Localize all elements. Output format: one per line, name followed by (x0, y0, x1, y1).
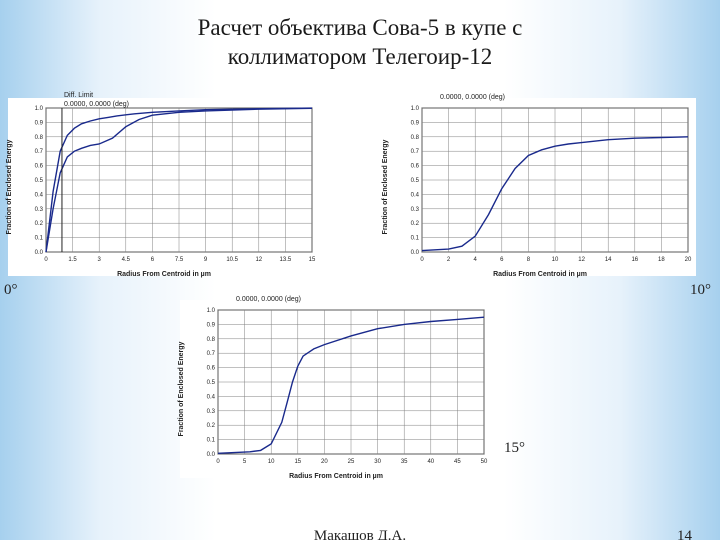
svg-text:6: 6 (151, 257, 155, 263)
svg-text:0.1: 0.1 (207, 438, 216, 444)
svg-text:0.6: 0.6 (411, 164, 420, 170)
page-number: 14 (677, 528, 692, 540)
svg-text:25: 25 (348, 459, 355, 465)
xlabel: Radius From Centroid in µm (493, 271, 587, 278)
title-line2: коллиматором Телегоир-12 (228, 44, 493, 69)
svg-text:0.9: 0.9 (411, 120, 420, 126)
svg-text:0: 0 (44, 257, 48, 263)
svg-text:0.4: 0.4 (207, 394, 216, 400)
svg-text:7.5: 7.5 (175, 257, 184, 263)
svg-text:9: 9 (204, 257, 208, 263)
svg-text:0.2: 0.2 (35, 221, 44, 227)
svg-text:15: 15 (309, 257, 316, 263)
svg-text:30: 30 (374, 459, 381, 465)
svg-text:0.8: 0.8 (35, 135, 44, 141)
svg-text:1.0: 1.0 (207, 308, 216, 314)
svg-text:0.3: 0.3 (35, 207, 44, 213)
svg-text:5: 5 (243, 459, 247, 465)
svg-text:8: 8 (527, 257, 531, 263)
svg-text:16: 16 (631, 257, 638, 263)
title-line1: Расчет объектива Сова-5 в купе с (198, 15, 523, 40)
chart-c1: 0 1.5 3 4.5 6 7.5 9 10.5 12 13.5 15 0.0 0.1 0.2 0.3 0.4… (8, 98, 320, 276)
chart-svg: 0 2 4 6 8 10 12 14 16 18 20 0.0 0.1 0.2 0.3 0.4 0.5 0.6 0.… (384, 98, 696, 276)
chart-c3: 0 5 10 15 20 25 30 35 40 45 50 0.0 0.1 0.2 0.3 0.4 0.5 0.… (180, 300, 492, 478)
svg-text:0.1: 0.1 (411, 236, 420, 242)
svg-text:0.4: 0.4 (35, 192, 44, 198)
svg-text:0.0: 0.0 (207, 452, 216, 458)
svg-text:0.0: 0.0 (35, 250, 44, 256)
svg-text:0.0: 0.0 (411, 250, 420, 256)
svg-text:35: 35 (401, 459, 408, 465)
svg-text:20: 20 (321, 459, 328, 465)
svg-text:40: 40 (427, 459, 434, 465)
field-annotation: Diff. Limit0.0000, 0.0000 (deg) (64, 92, 129, 108)
svg-text:4: 4 (474, 257, 478, 263)
svg-text:0.3: 0.3 (411, 207, 420, 213)
svg-text:1.0: 1.0 (411, 106, 420, 112)
svg-text:0.2: 0.2 (207, 423, 216, 429)
svg-text:0.5: 0.5 (35, 178, 44, 184)
svg-text:2: 2 (447, 257, 451, 263)
page-title: Расчет объектива Сова-5 в купе с коллима… (0, 0, 720, 72)
svg-text:0.1: 0.1 (35, 236, 44, 242)
svg-text:10: 10 (268, 459, 275, 465)
svg-text:4.5: 4.5 (122, 257, 131, 263)
degree-label-c1: 0° (4, 282, 18, 299)
svg-text:0.8: 0.8 (207, 337, 216, 343)
author: Макашов Д.А. (314, 528, 406, 540)
svg-text:6: 6 (500, 257, 504, 263)
ylabel: Fraction of Enclosed Energy (382, 140, 389, 235)
svg-text:1.5: 1.5 (68, 257, 77, 263)
svg-text:0.7: 0.7 (207, 351, 216, 357)
svg-text:10.5: 10.5 (226, 257, 238, 263)
chart-c2: 0 2 4 6 8 10 12 14 16 18 20 0.0 0.1 0.2 0.3 0.4 0.5 0.6 0.… (384, 98, 696, 276)
svg-text:12: 12 (255, 257, 262, 263)
chart-svg: 0 1.5 3 4.5 6 7.5 9 10.5 12 13.5 15 0.0 0.1 0.2 0.3 0.4… (8, 98, 320, 276)
ylabel: Fraction of Enclosed Energy (6, 140, 13, 235)
svg-text:0.7: 0.7 (35, 149, 44, 155)
svg-text:0.7: 0.7 (411, 149, 420, 155)
svg-text:0.4: 0.4 (411, 192, 420, 198)
svg-text:0.5: 0.5 (207, 380, 216, 386)
field-annotation: 0.0000, 0.0000 (deg) (236, 296, 301, 304)
chart-svg: 0 5 10 15 20 25 30 35 40 45 50 0.0 0.1 0.2 0.3 0.4 0.5 0.… (180, 300, 492, 478)
svg-text:0.6: 0.6 (207, 366, 216, 372)
xlabel: Radius From Centroid in µm (117, 271, 211, 278)
xlabel: Radius From Centroid in µm (289, 473, 383, 480)
svg-text:0.2: 0.2 (411, 221, 420, 227)
svg-text:0.3: 0.3 (207, 409, 216, 415)
svg-text:3: 3 (98, 257, 102, 263)
svg-text:0.9: 0.9 (35, 120, 44, 126)
svg-text:0: 0 (216, 459, 220, 465)
svg-text:14: 14 (605, 257, 612, 263)
field-annotation: 0.0000, 0.0000 (deg) (440, 94, 505, 102)
degree-label-c2: 10° (690, 282, 711, 299)
ylabel: Fraction of Enclosed Energy (178, 342, 185, 437)
svg-text:1.0: 1.0 (35, 106, 44, 112)
svg-text:0: 0 (420, 257, 424, 263)
svg-text:0.5: 0.5 (411, 178, 420, 184)
svg-text:10: 10 (552, 257, 559, 263)
svg-text:13.5: 13.5 (280, 257, 292, 263)
svg-text:50: 50 (481, 459, 488, 465)
svg-text:0.9: 0.9 (207, 322, 216, 328)
svg-text:20: 20 (685, 257, 692, 263)
svg-text:18: 18 (658, 257, 665, 263)
svg-text:15: 15 (294, 459, 301, 465)
svg-text:0.6: 0.6 (35, 164, 44, 170)
svg-text:12: 12 (578, 257, 585, 263)
svg-text:0.8: 0.8 (411, 135, 420, 141)
degree-label-c3: 15° (504, 440, 525, 457)
svg-text:45: 45 (454, 459, 461, 465)
